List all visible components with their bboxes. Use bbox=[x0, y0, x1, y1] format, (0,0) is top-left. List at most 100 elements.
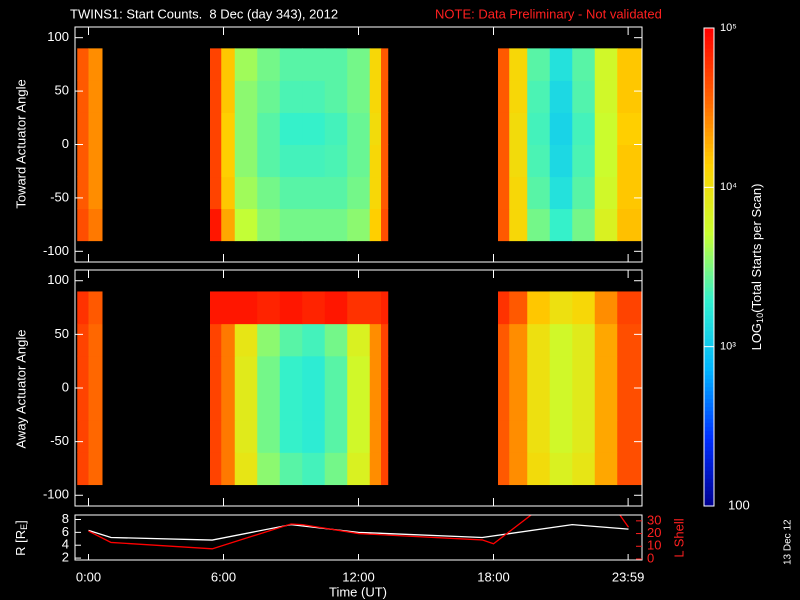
heatmap-cell bbox=[324, 355, 348, 389]
heatmap-cell bbox=[210, 80, 222, 113]
heatmap-cell bbox=[527, 452, 551, 486]
y2-tick-label: 10 bbox=[647, 538, 661, 553]
heatmap-cell bbox=[324, 291, 348, 325]
colorbar-segment bbox=[704, 410, 714, 415]
colorbar-segment bbox=[704, 47, 714, 53]
colorbar-segment bbox=[704, 215, 714, 220]
heatmap-cell bbox=[302, 112, 326, 145]
heatmap-cell bbox=[279, 112, 303, 145]
colorbar-segment bbox=[704, 382, 714, 388]
colorbar-segment bbox=[704, 28, 714, 33]
heatmap-cell bbox=[324, 176, 348, 210]
heatmap-cell bbox=[210, 323, 222, 357]
colorbar-tick-label: 10⁴ bbox=[720, 181, 737, 193]
heatmap-cell bbox=[509, 355, 528, 389]
colorbar-segment bbox=[704, 474, 714, 479]
heatmap-cell bbox=[234, 208, 258, 242]
heatmap-cell bbox=[234, 420, 258, 453]
colorbar-segment bbox=[704, 466, 714, 471]
heatmap-cell bbox=[279, 323, 303, 357]
heatmap-cell bbox=[234, 176, 258, 210]
heatmap-cell bbox=[77, 323, 89, 357]
colorbar-segment bbox=[704, 326, 714, 332]
heatmap-cell bbox=[369, 291, 382, 325]
colorbar-segment bbox=[704, 43, 714, 49]
heatmap-cell bbox=[381, 112, 389, 145]
heatmap-cell bbox=[594, 452, 618, 486]
heatmap-cell bbox=[549, 48, 573, 81]
heatmap-cell bbox=[302, 176, 326, 210]
heatmap-cell bbox=[77, 452, 89, 486]
heatmap-cell bbox=[210, 388, 222, 421]
heatmap-cell bbox=[210, 208, 222, 242]
colorbar-segment bbox=[704, 167, 714, 172]
heatmap-cell bbox=[549, 291, 573, 325]
y-tick-label: 6 bbox=[62, 524, 69, 539]
colorbar-segment bbox=[704, 243, 714, 248]
heatmap-cell bbox=[234, 323, 258, 357]
colorbar-segment bbox=[704, 414, 714, 419]
colorbar-segment bbox=[704, 374, 714, 380]
heatmap-cell bbox=[302, 48, 326, 81]
colorbar-segment bbox=[704, 354, 714, 360]
heatmap-cell bbox=[498, 176, 510, 210]
heatmap-cell bbox=[549, 144, 573, 178]
heatmap-cell bbox=[572, 48, 596, 81]
heatmap-cell bbox=[498, 452, 510, 486]
heatmap-cell bbox=[572, 291, 596, 325]
heatmap-cell bbox=[210, 420, 222, 453]
y2-axis-label: L Shell bbox=[671, 518, 686, 557]
colorbar-segment bbox=[704, 494, 714, 499]
heatmap-cell bbox=[369, 323, 382, 357]
colorbar-segment bbox=[704, 366, 714, 372]
colorbar-segment bbox=[704, 486, 714, 491]
heatmap-cell bbox=[302, 291, 326, 325]
colorbar-segment bbox=[704, 139, 714, 145]
colorbar-segment bbox=[704, 195, 714, 200]
colorbar-segment bbox=[704, 446, 714, 451]
colorbar-segment bbox=[704, 231, 714, 236]
heatmap-cell bbox=[617, 291, 642, 325]
y2-tick-label: 30 bbox=[647, 512, 661, 527]
lines bbox=[88, 515, 630, 550]
colorbar-segment bbox=[704, 294, 714, 300]
heatmap-cell bbox=[221, 388, 236, 421]
heatmap-cell bbox=[347, 388, 371, 421]
colorbar-segment bbox=[704, 306, 714, 312]
colorbar-segment bbox=[704, 179, 714, 184]
colorbar-segment bbox=[704, 270, 714, 276]
heatmap-cell bbox=[77, 176, 89, 210]
heatmap-cell bbox=[279, 48, 303, 81]
heatmap-cell bbox=[324, 452, 348, 486]
heatmap-cell bbox=[381, 176, 389, 210]
heatmap-cell bbox=[221, 323, 236, 357]
heatmap-cell bbox=[324, 80, 348, 113]
colorbar-segment bbox=[704, 155, 714, 161]
colorbar-segment bbox=[704, 59, 714, 65]
y-tick-label: 50 bbox=[55, 326, 69, 341]
colorbar-segment bbox=[704, 462, 714, 467]
heatmap-cell bbox=[302, 388, 326, 421]
heatmap bbox=[77, 48, 642, 242]
heatmap-cell bbox=[381, 355, 389, 389]
x-tick-label: 12:00 bbox=[342, 569, 375, 584]
y-tick-label: -100 bbox=[43, 487, 69, 502]
colorbar-segment bbox=[704, 438, 714, 443]
heatmap-cell bbox=[324, 420, 348, 453]
colorbar-segment bbox=[704, 143, 714, 149]
heatmap-cell bbox=[302, 420, 326, 453]
heatmap-cell bbox=[77, 112, 89, 145]
colorbar-segment bbox=[704, 135, 714, 141]
heatmap-cell bbox=[369, 144, 382, 178]
heatmap-cell bbox=[527, 208, 551, 242]
heatmap-cell bbox=[347, 80, 371, 113]
heatmap-cell bbox=[549, 323, 573, 357]
heatmap-cell bbox=[572, 420, 596, 453]
x-axis-label: Time (UT) bbox=[329, 584, 387, 599]
colorbar-segment bbox=[704, 267, 714, 272]
colorbar-segment bbox=[704, 31, 714, 37]
heatmap-cell bbox=[302, 452, 326, 486]
heatmap-cell bbox=[509, 291, 528, 325]
heatmap-cell bbox=[221, 48, 236, 81]
heatmap-cell bbox=[221, 452, 236, 486]
